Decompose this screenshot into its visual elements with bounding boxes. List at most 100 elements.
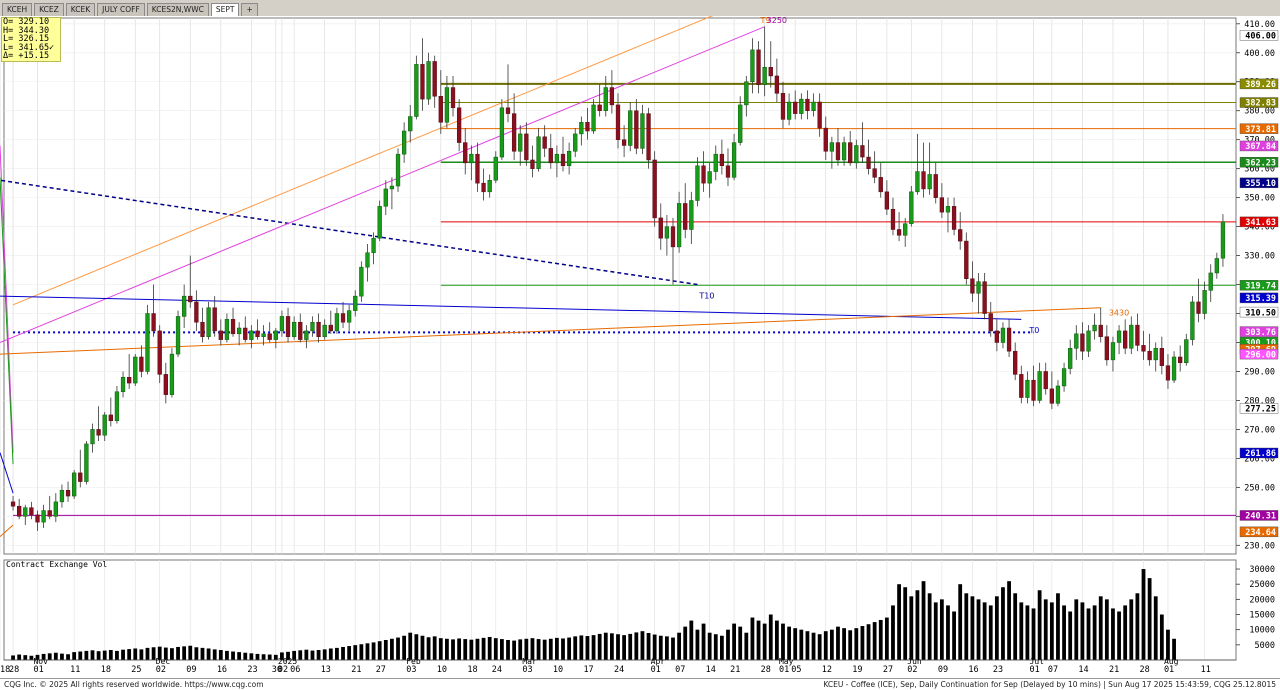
volume-bar bbox=[597, 633, 602, 660]
volume-bar bbox=[829, 629, 834, 660]
candle bbox=[432, 55, 437, 108]
x-tick-label: 14 bbox=[1078, 665, 1088, 675]
volume-bar bbox=[799, 629, 804, 660]
y-tick-label: 280.00 bbox=[1244, 396, 1275, 406]
candle-body bbox=[90, 429, 95, 445]
price-level-marker: 315.39 bbox=[1239, 292, 1279, 304]
candle-body bbox=[273, 330, 278, 340]
candle-body bbox=[47, 510, 52, 517]
candle-body bbox=[206, 307, 211, 337]
candle bbox=[1037, 362, 1042, 404]
price-level-box bbox=[1239, 526, 1279, 538]
candle-body bbox=[1110, 342, 1116, 361]
candle bbox=[530, 145, 535, 178]
candle bbox=[475, 142, 480, 192]
volume-bar bbox=[628, 633, 633, 660]
volume-bar bbox=[1062, 605, 1066, 660]
volume-bar bbox=[536, 639, 541, 660]
volume-bar bbox=[1104, 599, 1109, 660]
candle-body bbox=[1025, 379, 1030, 398]
x-tick-label: 27 bbox=[883, 665, 893, 675]
volume-bar bbox=[646, 633, 651, 660]
volume-bar bbox=[683, 626, 688, 660]
candle-body bbox=[884, 191, 890, 210]
price-level-marker: 310.50 bbox=[1239, 306, 1279, 318]
volume-bar bbox=[787, 626, 791, 660]
y-tick-label: 410.00 bbox=[1244, 20, 1275, 30]
candle-body bbox=[389, 185, 395, 190]
candle bbox=[316, 313, 321, 343]
x-tick-label: 12 bbox=[822, 665, 832, 675]
candle bbox=[371, 232, 376, 265]
volume-bar bbox=[848, 630, 853, 660]
candle bbox=[505, 64, 511, 123]
candle-body bbox=[560, 153, 566, 167]
candle bbox=[322, 319, 327, 340]
candle-body bbox=[976, 281, 981, 294]
candle bbox=[133, 354, 138, 386]
price-level-label: 315.39 bbox=[1245, 294, 1276, 304]
candle bbox=[163, 362, 168, 404]
x-month-label: Apr bbox=[651, 657, 666, 666]
candle bbox=[261, 325, 266, 346]
volume-bar bbox=[823, 631, 828, 660]
volume-bar bbox=[432, 636, 437, 660]
volume-bar bbox=[1147, 578, 1152, 660]
candle-body bbox=[744, 81, 749, 106]
candle bbox=[182, 284, 187, 329]
candle-body bbox=[84, 443, 89, 482]
candle bbox=[689, 191, 694, 244]
candle-body bbox=[927, 174, 932, 190]
symbol-tab[interactable]: KCEK bbox=[65, 3, 96, 16]
volume-bar bbox=[524, 638, 529, 660]
candle bbox=[713, 145, 718, 181]
x-tick-label: 24 bbox=[492, 665, 502, 675]
volume-bar bbox=[616, 634, 620, 660]
candle bbox=[1116, 325, 1122, 355]
candle bbox=[463, 128, 468, 175]
candle bbox=[298, 313, 303, 343]
candle-body bbox=[1049, 388, 1054, 404]
candle-body bbox=[444, 87, 450, 123]
volume-bar bbox=[756, 620, 761, 660]
symbol-tab[interactable]: KCEZ bbox=[34, 3, 64, 16]
symbol-tab[interactable]: SEPT bbox=[210, 3, 240, 16]
volume-bar bbox=[982, 602, 987, 660]
symbol-tab[interactable]: KCES2N,WWC bbox=[146, 3, 209, 16]
volume-bar bbox=[328, 648, 333, 660]
volume-bar bbox=[347, 646, 352, 660]
x-tick-label: 25 bbox=[131, 665, 141, 675]
x-tick-label: 28 bbox=[1140, 665, 1150, 675]
candle bbox=[646, 107, 651, 169]
add-tab-button[interactable]: + bbox=[241, 3, 258, 16]
candle-body bbox=[683, 203, 688, 230]
x-tick-label: 09 bbox=[938, 665, 948, 675]
candle bbox=[1171, 351, 1177, 384]
trendline bbox=[0, 26, 765, 343]
y-tick-label: 230.00 bbox=[1244, 541, 1275, 551]
candle-body bbox=[212, 307, 217, 332]
candle-body bbox=[426, 61, 431, 100]
candle-body bbox=[780, 93, 786, 120]
candle-body bbox=[915, 171, 920, 193]
candle-body bbox=[450, 87, 456, 109]
candle-body bbox=[408, 116, 413, 132]
symbol-tab[interactable]: KCEH bbox=[2, 3, 33, 16]
x-tick-label: 24 bbox=[614, 665, 624, 675]
candle-body bbox=[658, 217, 663, 239]
candle-body bbox=[878, 177, 883, 193]
volume-bar bbox=[1049, 602, 1054, 660]
volume-bar bbox=[988, 605, 993, 660]
symbol-tab[interactable]: JULY COFF bbox=[97, 3, 145, 16]
candle-body bbox=[1190, 301, 1195, 340]
candle bbox=[420, 38, 425, 111]
candle-body bbox=[750, 49, 755, 82]
volume-bar bbox=[958, 584, 963, 660]
candle bbox=[408, 104, 413, 143]
candle bbox=[285, 307, 291, 343]
volume-bar bbox=[66, 654, 70, 660]
candle bbox=[890, 197, 896, 236]
candle-body bbox=[1196, 301, 1201, 314]
volume-bar bbox=[438, 638, 443, 660]
candle bbox=[793, 90, 798, 120]
